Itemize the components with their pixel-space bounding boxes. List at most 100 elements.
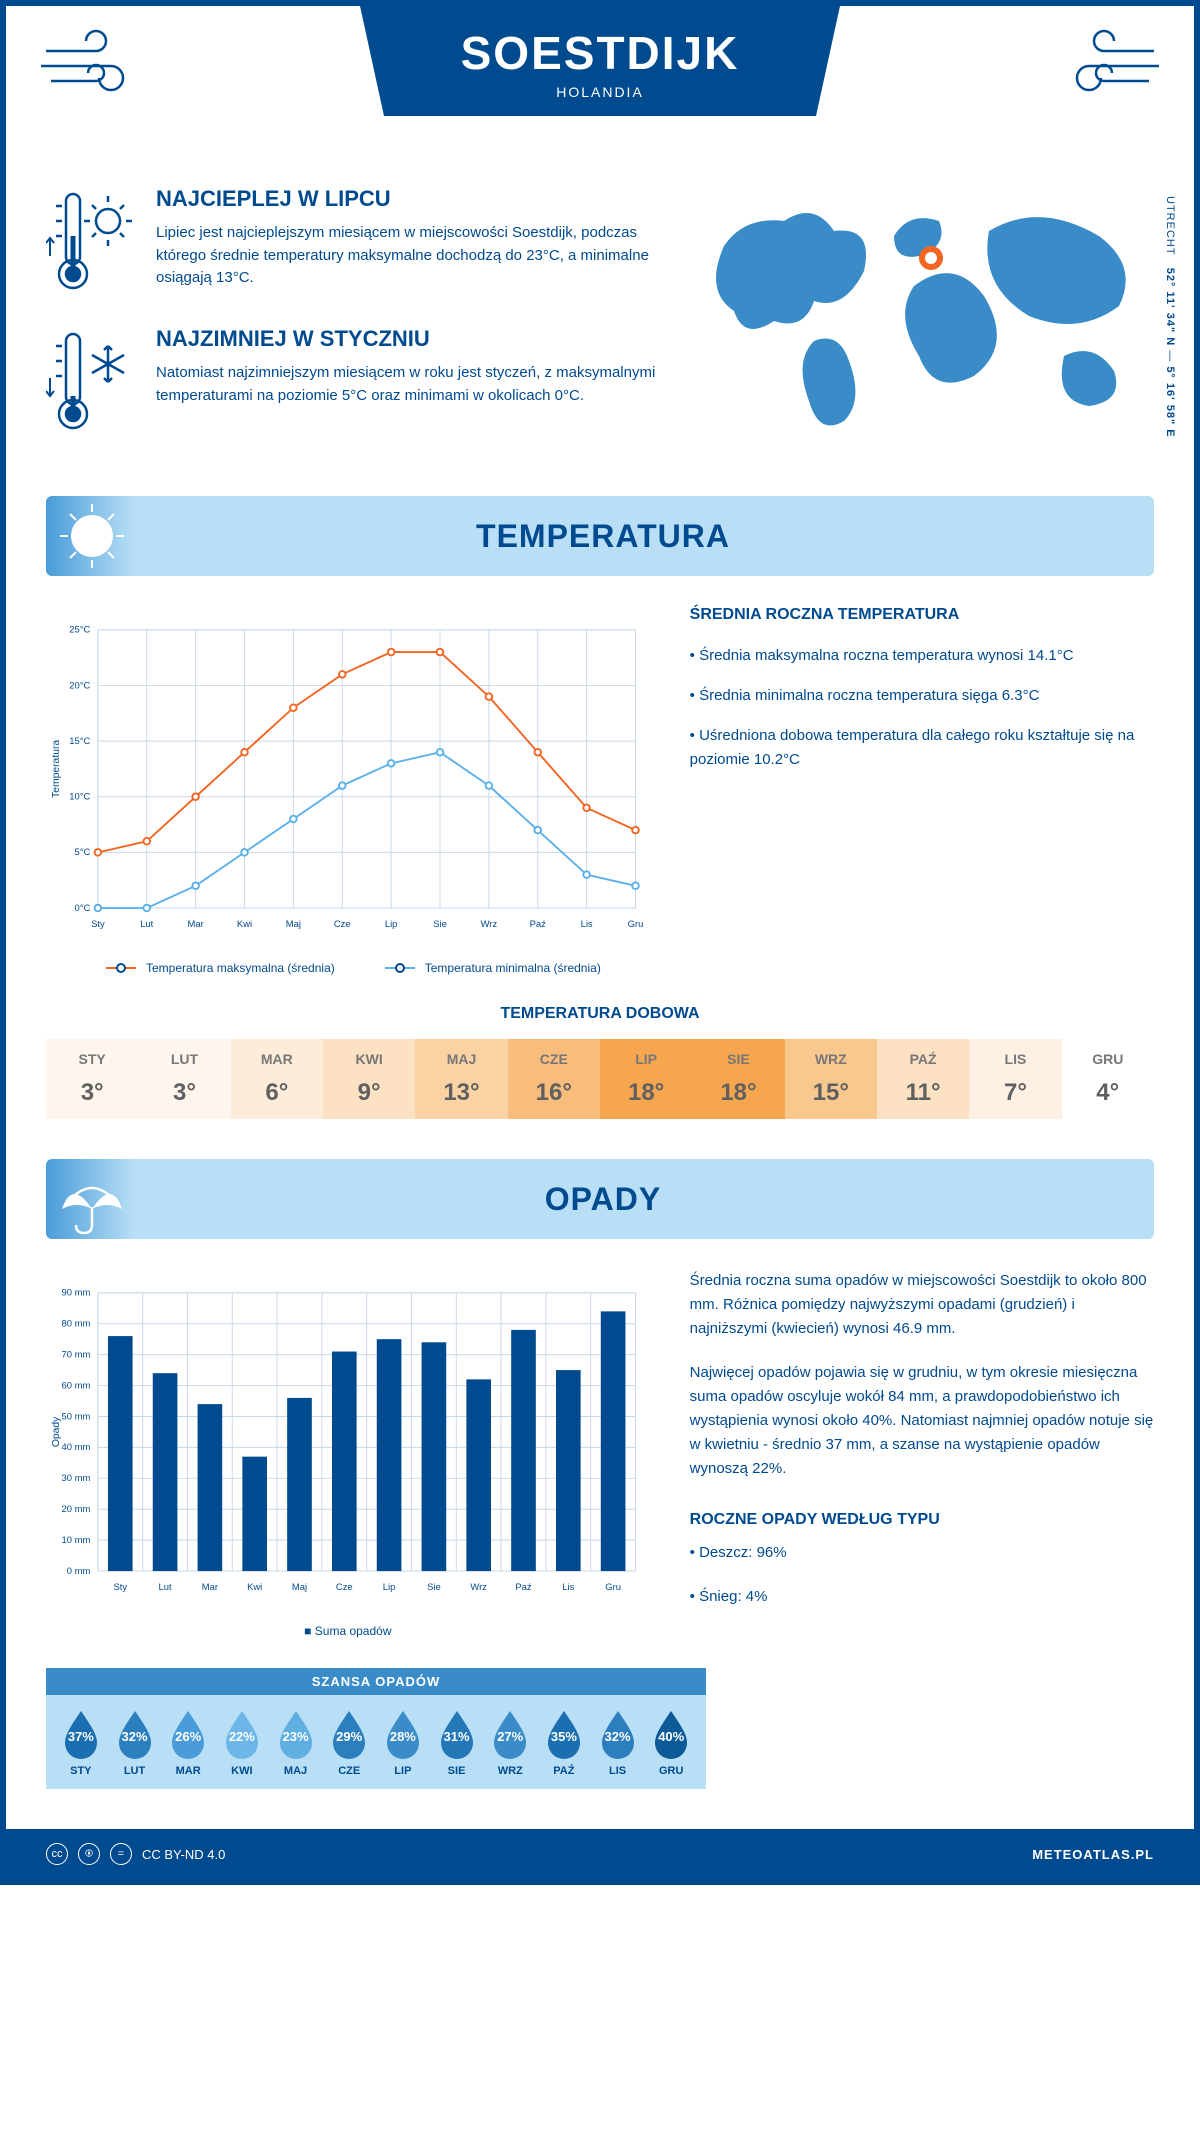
svg-text:Gru: Gru: [628, 918, 644, 929]
szansa-item: 22% KWI: [215, 1707, 269, 1777]
svg-text:Mar: Mar: [202, 1581, 218, 1592]
szansa-item: 26% MAR: [161, 1707, 215, 1777]
dobowa-cell: GRU4°: [1062, 1039, 1154, 1119]
szansa-item: 40% GRU: [644, 1707, 698, 1777]
svg-text:25°C: 25°C: [69, 624, 90, 635]
svg-text:Opady: Opady: [51, 1416, 62, 1447]
opady-type-item: • Deszcz: 96%: [690, 1541, 1154, 1565]
svg-text:70 mm: 70 mm: [62, 1348, 91, 1359]
coldest-title: NAJZIMNIEJ W STYCZNIU: [156, 326, 664, 352]
dobowa-cell: KWI9°: [323, 1039, 415, 1119]
svg-text:50 mm: 50 mm: [62, 1410, 91, 1421]
wind-deco-icon: [1044, 26, 1164, 106]
license-text: CC BY-ND 4.0: [142, 1847, 225, 1862]
szansa-item: 29% CZE: [322, 1707, 376, 1777]
coldest-text: Natomiast najzimniejszym miesiącem w rok…: [156, 362, 664, 407]
svg-text:40 mm: 40 mm: [62, 1441, 91, 1452]
svg-text:10 mm: 10 mm: [62, 1534, 91, 1545]
svg-text:30 mm: 30 mm: [62, 1472, 91, 1483]
dobowa-table: STY3°LUT3°MAR6°KWI9°MAJ13°CZE16°LIP18°SI…: [46, 1039, 1154, 1119]
by-icon: 🅯: [78, 1843, 100, 1865]
thermometer-cold-icon: [46, 326, 136, 436]
svg-text:Paź: Paź: [515, 1581, 532, 1592]
intro-section: NAJCIEPLEJ W LIPCU Lipiec jest najcieple…: [6, 166, 1194, 496]
dobowa-cell: STY3°: [46, 1039, 138, 1119]
legend-item: Temperatura minimalna (średnia): [385, 961, 601, 975]
temperature-line-chart: 0°C5°C10°C15°C20°C25°CStyLutMarKwiMajCze…: [46, 606, 650, 975]
svg-text:Sie: Sie: [433, 918, 447, 929]
dobowa-cell: LIS7°: [969, 1039, 1061, 1119]
opady-type-item: • Śnieg: 4%: [690, 1585, 1154, 1609]
avg-temp-title: ŚREDNIA ROCZNA TEMPERATURA: [690, 606, 1154, 624]
avg-temp-item: • Uśredniona dobowa temperatura dla całe…: [690, 724, 1154, 772]
szansa-item: 32% LIS: [591, 1707, 645, 1777]
precipitation-chance: SZANSA OPADÓW 37% STY 32% LUT 26% MAR 22…: [46, 1668, 706, 1789]
temperatura-header: TEMPERATURA: [46, 496, 1154, 576]
dobowa-cell: SIE18°: [692, 1039, 784, 1119]
opady-paragraph: Najwięcej opadów pojawia się w grudniu, …: [690, 1361, 1154, 1481]
svg-text:Lis: Lis: [581, 918, 593, 929]
svg-text:Gru: Gru: [605, 1581, 621, 1592]
svg-text:Lut: Lut: [140, 918, 153, 929]
avg-temp-item: • Średnia minimalna roczna temperatura s…: [690, 684, 1154, 708]
svg-text:Temperatura: Temperatura: [51, 740, 62, 798]
svg-text:Lip: Lip: [385, 918, 398, 929]
svg-text:Kwi: Kwi: [237, 918, 252, 929]
header-banner: SOESTDIJK HOLANDIA: [360, 6, 840, 116]
svg-text:Paź: Paź: [530, 918, 547, 929]
szansa-item: 27% WRZ: [483, 1707, 537, 1777]
precipitation-bar-chart: 0 mm 10 mm 20 mm 30 mm 40 mm 50 mm 60 mm 70 mm 8…: [46, 1269, 650, 1638]
thermometer-hot-icon: [46, 186, 136, 296]
page-subtitle: HOLANDIA: [440, 84, 760, 100]
dobowa-cell: LIP18°: [600, 1039, 692, 1119]
cc-icon: cc: [46, 1843, 68, 1865]
svg-text:80 mm: 80 mm: [62, 1318, 91, 1329]
svg-text:Sie: Sie: [427, 1581, 441, 1592]
szansa-title: SZANSA OPADÓW: [46, 1668, 706, 1695]
svg-text:Cze: Cze: [336, 1581, 353, 1592]
nd-icon: =: [110, 1843, 132, 1865]
avg-temp-item: • Średnia maksymalna roczna temperatura …: [690, 644, 1154, 668]
svg-text:0°C: 0°C: [75, 902, 91, 913]
szansa-item: 35% PAŹ: [537, 1707, 591, 1777]
svg-text:90 mm: 90 mm: [62, 1287, 91, 1298]
svg-text:15°C: 15°C: [69, 735, 90, 746]
dobowa-cell: PAŹ11°: [877, 1039, 969, 1119]
opady-paragraph: Średnia roczna suma opadów w miejscowośc…: [690, 1269, 1154, 1341]
footer: cc 🅯 = CC BY-ND 4.0 METEOATLAS.PL: [6, 1829, 1194, 1879]
szansa-item: 31% SIE: [430, 1707, 484, 1777]
dobowa-cell: LUT3°: [138, 1039, 230, 1119]
dobowa-cell: MAR6°: [231, 1039, 323, 1119]
sun-icon: [52, 496, 132, 576]
opady-title: OPADY: [132, 1181, 1074, 1218]
svg-text:Wrz: Wrz: [481, 918, 498, 929]
coldest-block: NAJZIMNIEJ W STYCZNIU Natomiast najzimni…: [46, 326, 664, 436]
legend-item: Temperatura maksymalna (średnia): [106, 961, 335, 975]
svg-text:Sty: Sty: [113, 1581, 127, 1592]
svg-text:60 mm: 60 mm: [62, 1379, 91, 1390]
svg-text:Mar: Mar: [188, 918, 204, 929]
warmest-text: Lipiec jest najcieplejszym miesiącem w m…: [156, 222, 664, 290]
svg-text:Lis: Lis: [562, 1581, 574, 1592]
dobowa-title: TEMPERATURA DOBOWA: [46, 1005, 1154, 1023]
page-title: SOESTDIJK: [440, 26, 760, 80]
coordinates: UTRECHT 52° 11' 34" N — 5° 16' 58" E: [1164, 196, 1176, 438]
opady-header: OPADY: [46, 1159, 1154, 1239]
svg-text:Wrz: Wrz: [470, 1581, 487, 1592]
umbrella-icon: [52, 1159, 132, 1239]
svg-text:Kwi: Kwi: [247, 1581, 262, 1592]
svg-text:5°C: 5°C: [75, 846, 91, 857]
svg-text:Lut: Lut: [159, 1581, 172, 1592]
warmest-block: NAJCIEPLEJ W LIPCU Lipiec jest najcieple…: [46, 186, 664, 296]
svg-text:Cze: Cze: [334, 918, 351, 929]
svg-text:Maj: Maj: [292, 1581, 307, 1592]
svg-text:0 mm: 0 mm: [67, 1565, 91, 1576]
svg-text:20 mm: 20 mm: [62, 1503, 91, 1514]
szansa-item: 37% STY: [54, 1707, 108, 1777]
svg-text:Maj: Maj: [286, 918, 301, 929]
temperatura-title: TEMPERATURA: [132, 518, 1074, 555]
svg-text:Lip: Lip: [383, 1581, 396, 1592]
header: SOESTDIJK HOLANDIA: [6, 6, 1194, 166]
world-map-icon: [694, 186, 1154, 446]
site-name: METEOATLAS.PL: [1032, 1847, 1154, 1862]
